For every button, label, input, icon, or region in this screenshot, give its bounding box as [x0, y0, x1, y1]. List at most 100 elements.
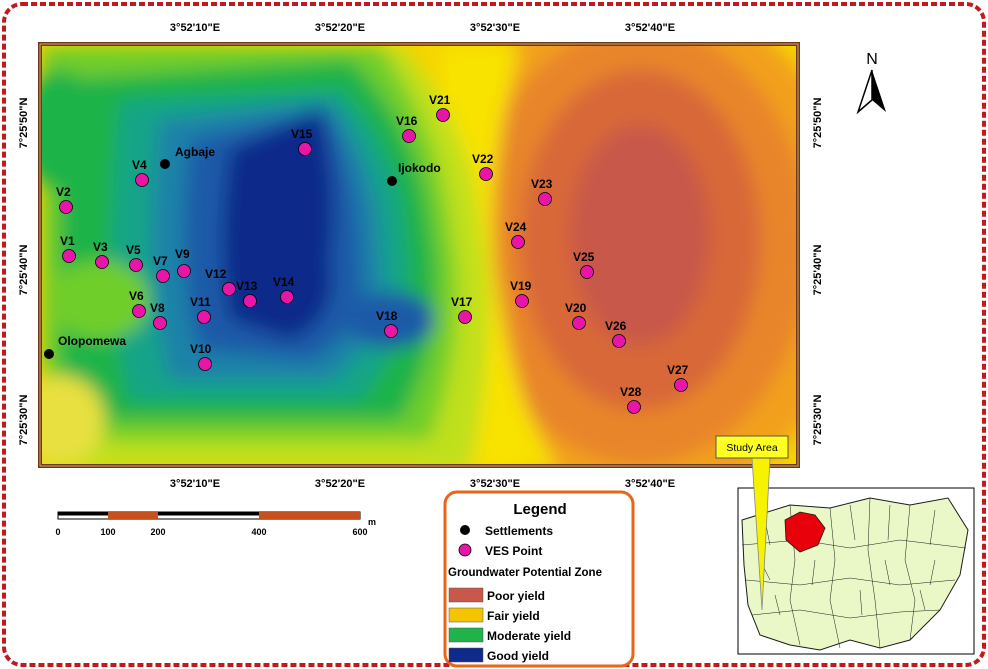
legend: Legend Settlements VES Point Groundwater…	[443, 490, 635, 668]
study-area-label: Study Area	[726, 442, 778, 454]
ves-point-marker	[95, 255, 109, 269]
ves-point-label: V13	[236, 279, 258, 293]
ves-point-label: V8	[150, 301, 165, 315]
scale-tick-600: 600	[352, 527, 367, 537]
right-coord-label: 7°25'40"N	[812, 245, 824, 296]
left-coord-label: 7°25'30"N	[18, 395, 30, 446]
ves-point-marker	[132, 304, 146, 318]
scale-bar: 0 100 200 400 600 m	[55, 511, 376, 537]
settlement-marker	[44, 349, 54, 359]
top-coord-label: 3°52'30"E	[470, 22, 520, 34]
coordinate-labels: 3°52'10"E 3°52'20"E 3°52'30"E 3°52'40"E 3°52…	[18, 22, 824, 490]
ves-point-label: V24	[505, 220, 527, 234]
ves-point-marker	[243, 294, 257, 308]
ves-point-marker	[177, 264, 191, 278]
swatch-poor-yield	[448, 587, 484, 603]
bottom-coord-label: 3°52'30"E	[470, 478, 520, 490]
ves-point-label: V4	[132, 158, 147, 172]
legend-zone-title: Groundwater Potential Zone	[448, 567, 602, 579]
ves-point-marker	[538, 192, 552, 206]
zone-poor-yield: Poor yield	[487, 589, 545, 603]
ves-point-marker	[298, 142, 312, 156]
settlement-label: Agbaje	[175, 145, 215, 159]
ves-point-marker	[198, 357, 212, 371]
bottom-coord-label: 3°52'10"E	[170, 478, 220, 490]
settlement-marker	[160, 159, 170, 169]
ves-point-label: V9	[175, 247, 190, 261]
ves-point-label: V1	[60, 234, 75, 248]
study-area-callout	[715, 435, 789, 459]
ves-point-label: V11	[190, 295, 211, 309]
ves-point-label: V14	[273, 275, 295, 289]
right-coord-label: 7°25'30"N	[812, 395, 824, 446]
ves-point-label: V10	[190, 342, 212, 356]
scale-tick-0: 0	[55, 527, 60, 537]
ves-point-label: V22	[472, 152, 494, 166]
ves-point-marker	[580, 265, 594, 279]
bottom-coord-label: 3°52'20"E	[315, 478, 365, 490]
ves-point-label: V6	[129, 289, 144, 303]
ves-point-label: V21	[429, 93, 451, 107]
ves-point-label: V28	[620, 385, 642, 399]
top-coord-label: 3°52'40"E	[625, 22, 675, 34]
legend-settlement-symbol	[460, 525, 470, 535]
scale-tick-200: 200	[150, 527, 165, 537]
legend-settlements-label: Settlements	[485, 524, 553, 538]
zone-good-yield: Good yield	[487, 649, 549, 663]
top-coord-label: 3°52'10"E	[170, 22, 220, 34]
settlement-marker	[387, 176, 397, 186]
swatch-moderate-yield	[448, 627, 484, 643]
legend-title: Legend	[513, 501, 566, 518]
right-coord-label: 7°25'50"N	[812, 98, 824, 149]
ves-point-label: V26	[605, 319, 627, 333]
scale-unit: m	[368, 517, 376, 527]
swatch-fair-yield	[448, 607, 484, 623]
ves-point-marker	[402, 129, 416, 143]
left-coord-label: 7°25'40"N	[18, 245, 30, 296]
ves-point-marker	[479, 167, 493, 181]
ves-point-label: V18	[376, 309, 398, 323]
ves-point-label: V19	[510, 279, 532, 293]
groundwater-zone-map	[42, 46, 796, 464]
ves-point-marker	[458, 310, 472, 324]
ves-point-label: V17	[451, 295, 473, 309]
inset-map: Study Area	[715, 435, 975, 655]
zone-moderate-yield: Moderate yield	[487, 629, 571, 643]
left-coord-label: 7°25'50"N	[18, 98, 30, 149]
north-label: N	[866, 51, 878, 68]
zone-fair-yield: Fair yield	[487, 609, 540, 623]
settlement-label: Olopomewa	[58, 334, 126, 348]
ves-point-label: V7	[153, 254, 168, 268]
scale-tick-100: 100	[100, 527, 115, 537]
ves-point-label: V23	[531, 177, 553, 191]
ves-point-label: V12	[205, 267, 227, 281]
legend-ves-symbol	[458, 543, 472, 557]
ves-point-label: V5	[126, 243, 141, 257]
ves-point-label: V16	[396, 114, 418, 128]
ves-point-label: V20	[565, 301, 587, 315]
ves-point-label: V27	[667, 363, 689, 377]
ves-point-marker	[511, 235, 525, 249]
ves-point-marker	[222, 282, 236, 296]
top-coord-label: 3°52'20"E	[315, 22, 365, 34]
ves-point-marker	[62, 249, 76, 263]
ves-point-marker	[384, 324, 398, 338]
ves-point-marker	[59, 200, 73, 214]
ves-point-label: V15	[291, 127, 313, 141]
ves-point-marker	[280, 290, 294, 304]
ves-point-marker	[515, 294, 529, 308]
scale-tick-400: 400	[251, 527, 266, 537]
ves-point-marker	[674, 378, 688, 392]
ves-point-marker	[129, 258, 143, 272]
ves-point-marker	[436, 108, 450, 122]
swatch-good-yield	[448, 647, 484, 663]
ves-point-marker	[627, 400, 641, 414]
ves-point-label: V2	[56, 185, 71, 199]
ves-point-marker	[197, 310, 211, 324]
ves-point-marker	[156, 269, 170, 283]
legend-ves-label: VES Point	[485, 544, 542, 558]
ves-point-marker	[572, 316, 586, 330]
ves-point-label: V3	[93, 240, 108, 254]
